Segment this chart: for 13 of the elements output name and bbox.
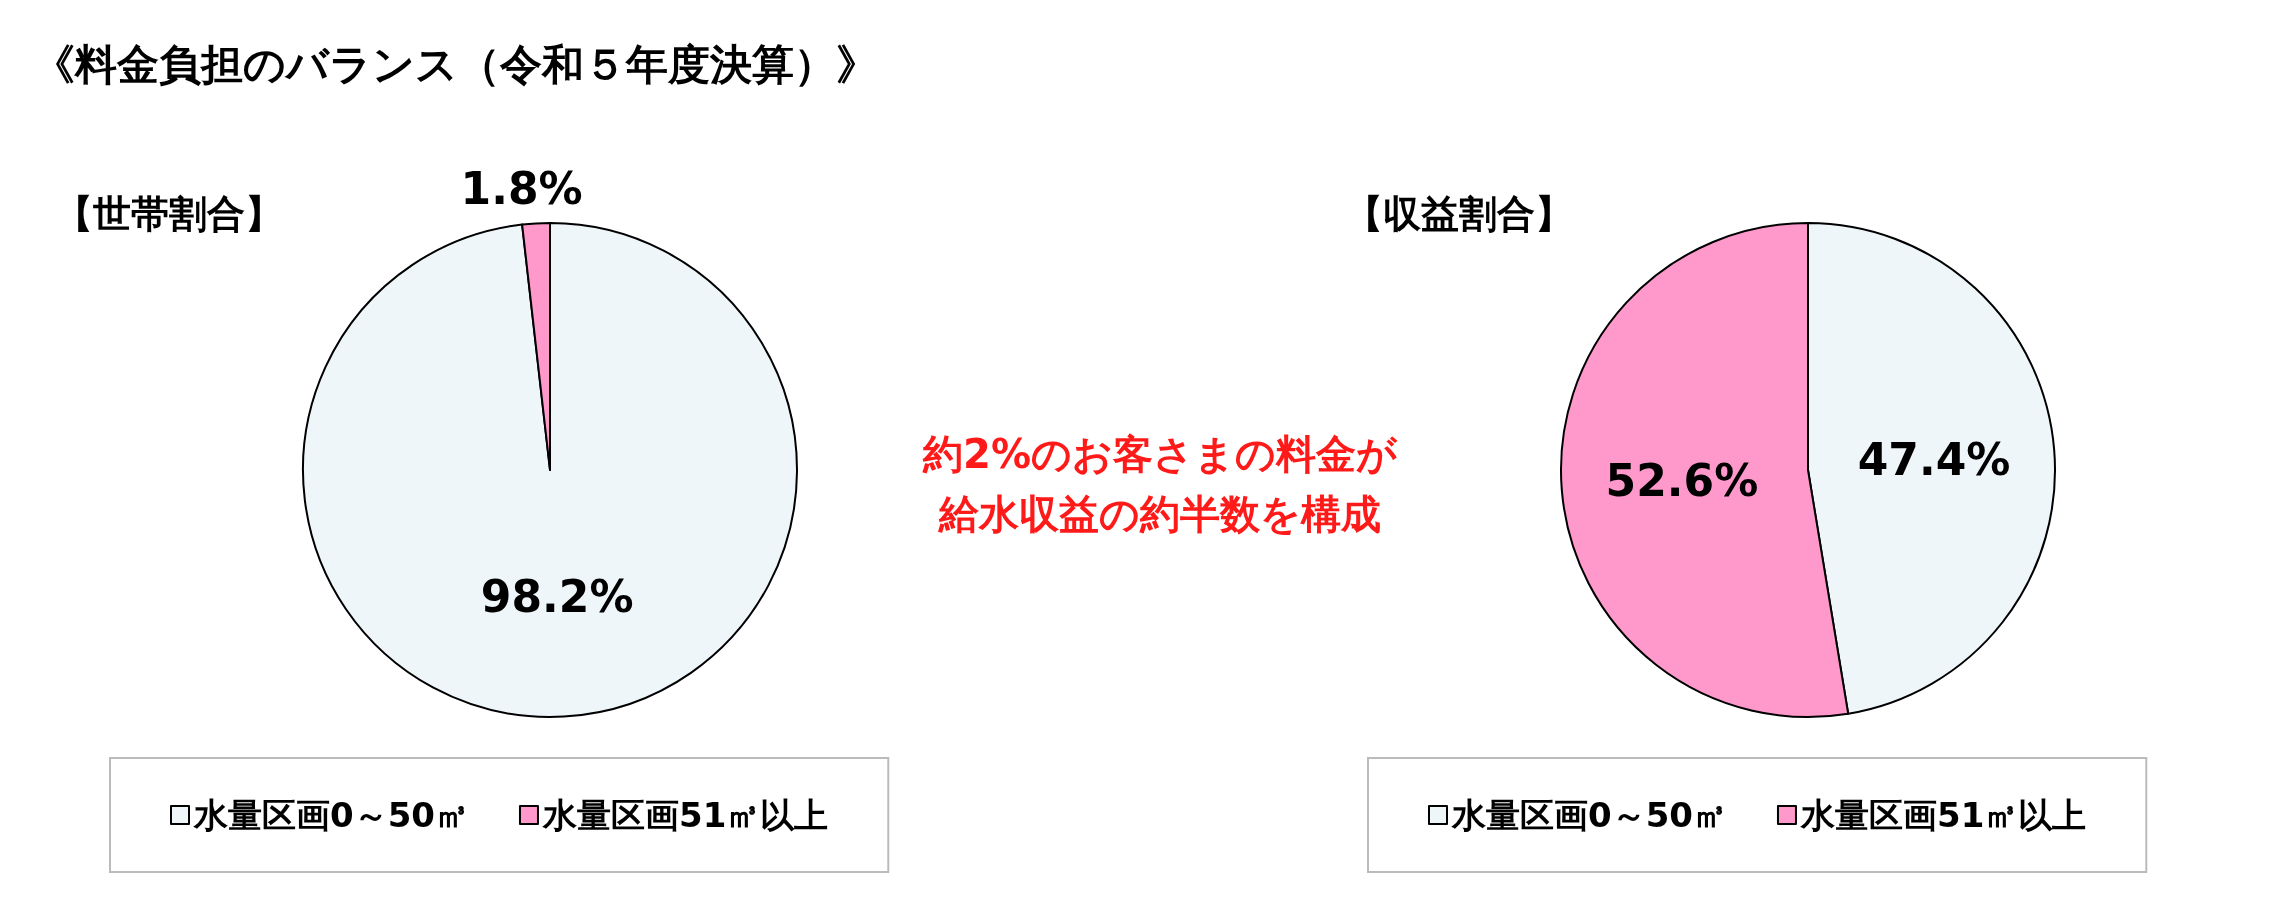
text: 【世帯割合】 [55, 192, 283, 236]
data-label: 1.8% [460, 162, 583, 214]
text: 約2%のお客さまの料金が [922, 431, 1398, 477]
text: 給水収益の約半数を構成 [938, 491, 1381, 537]
data-label: 98.2% [480, 570, 634, 622]
legend-label: 水量区画51㎥以上 [541, 795, 829, 835]
legend-label: 水量区画0～50㎥ [1451, 795, 1727, 835]
chart-title: 【収益割合】 [1345, 192, 1573, 236]
text: 《料金負担のバランス（令和５年度決算）》 [33, 39, 878, 89]
legend-label: 水量区画51㎥以上 [1799, 795, 2087, 835]
data-label: 47.4% [1857, 434, 2011, 486]
data-label: 52.6% [1605, 454, 1759, 506]
legend-label: 水量区画0～50㎥ [193, 795, 469, 835]
